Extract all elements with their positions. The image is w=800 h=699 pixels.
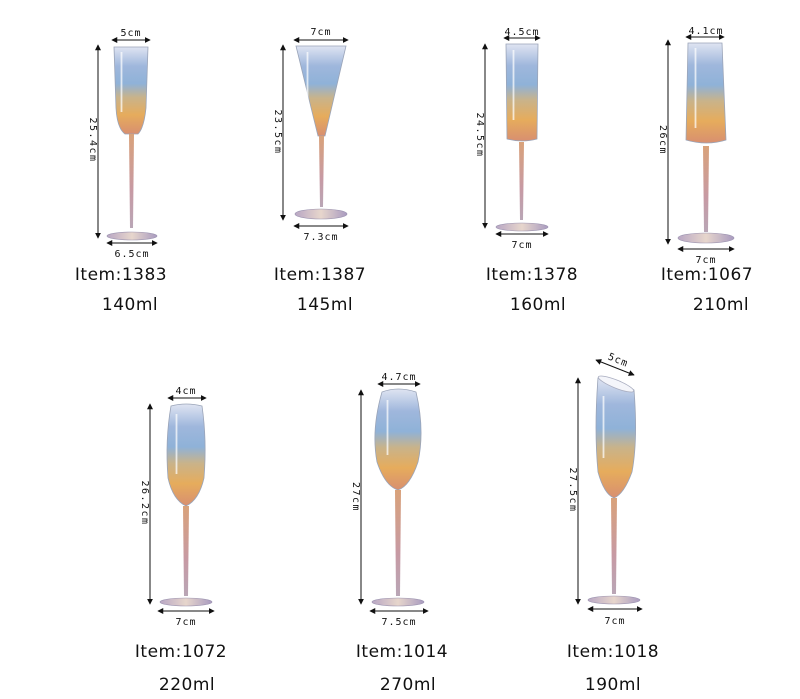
glass-1378 — [495, 43, 549, 232]
base-width-label: 7cm — [175, 617, 196, 628]
base-width-label: 7cm — [511, 240, 532, 251]
base-width-label: 7.5cm — [381, 617, 416, 628]
item-number: Item:1018 — [566, 642, 660, 662]
capacity: 145ml — [296, 295, 354, 315]
top-width-label: 4.5cm — [504, 27, 539, 38]
height-label: 27cm — [350, 482, 361, 512]
glass-1018 — [587, 375, 641, 605]
dims-1072: 4cm 26.2cm 7cm — [139, 386, 215, 628]
glass-1067 — [677, 42, 735, 244]
capacity: 140ml — [101, 295, 159, 315]
base-width-label: 7cm — [695, 255, 716, 266]
capacity: 270ml — [379, 675, 437, 695]
capacity: 160ml — [509, 295, 567, 315]
top-width-label: 4cm — [175, 386, 196, 397]
top-width-label: 5cm — [120, 28, 141, 39]
dims-1387: 7cm 23.5cm 7.3cm — [272, 27, 349, 243]
height-label: 25.4cm — [87, 117, 98, 162]
top-width-label: 4.1cm — [688, 26, 723, 37]
top-width-label: 7cm — [310, 27, 331, 38]
glass-1014 — [371, 388, 425, 607]
capacity: 190ml — [584, 675, 642, 695]
dims-1378: 4.5cm 24.5cm 7cm — [474, 27, 549, 251]
glass-1383 — [106, 46, 158, 241]
base-width-label: 7cm — [604, 616, 625, 627]
glass-1072 — [159, 403, 213, 607]
height-label: 27.5cm — [567, 467, 578, 512]
item-number: Item:1072 — [134, 642, 228, 662]
item-number: Item:1387 — [273, 265, 367, 285]
top-width-label: 5cm — [606, 352, 630, 370]
capacity: 220ml — [158, 675, 216, 695]
height-label: 23.5cm — [272, 109, 283, 154]
item-number: Item:1067 — [660, 265, 754, 285]
dims-1383: 5cm 25.4cm 6.5cm — [87, 28, 158, 260]
height-label: 24.5cm — [474, 112, 485, 157]
glass-1387 — [294, 45, 348, 220]
dims-1014: 4.7cm 27cm 7.5cm — [350, 372, 429, 628]
top-width-label: 4.7cm — [381, 372, 416, 383]
capacity: 210ml — [692, 295, 750, 315]
item-number: Item:1014 — [355, 642, 449, 662]
height-label: 26.2cm — [139, 480, 150, 525]
base-width-label: 7.3cm — [303, 232, 338, 243]
height-label: 26cm — [657, 125, 668, 155]
dims-1067: 4.1cm 26cm 7cm — [657, 26, 735, 266]
base-width-label: 6.5cm — [114, 249, 149, 260]
item-number: Item:1383 — [74, 265, 168, 285]
item-number: Item:1378 — [485, 265, 579, 285]
